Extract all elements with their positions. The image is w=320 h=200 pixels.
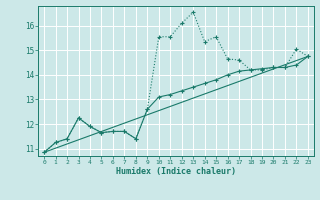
X-axis label: Humidex (Indice chaleur): Humidex (Indice chaleur): [116, 167, 236, 176]
